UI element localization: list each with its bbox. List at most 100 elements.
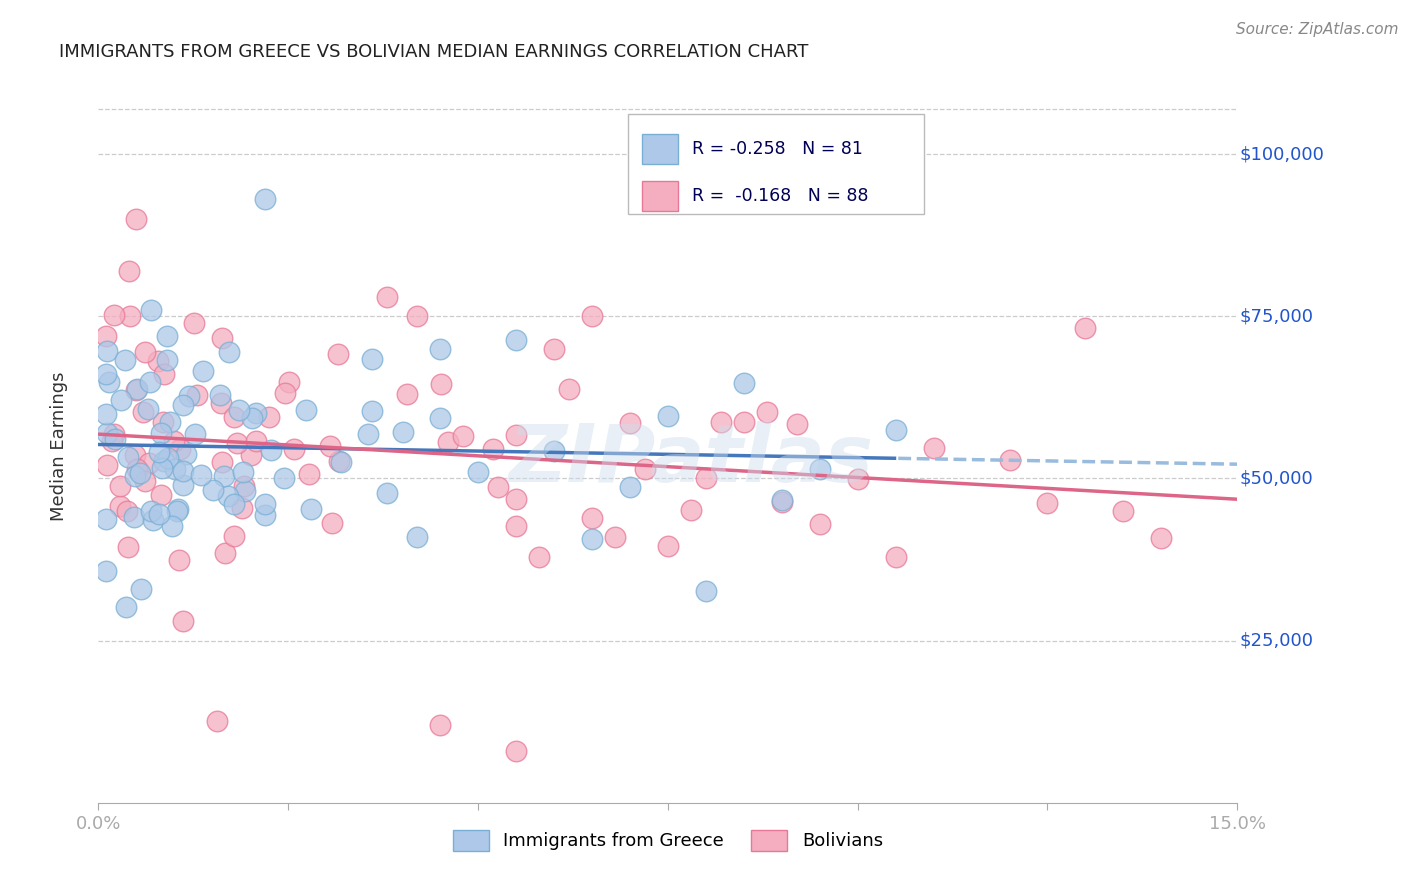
Text: IMMIGRANTS FROM GREECE VS BOLIVIAN MEDIAN EARNINGS CORRELATION CHART: IMMIGRANTS FROM GREECE VS BOLIVIAN MEDIA… <box>59 43 808 61</box>
Point <box>163 434 186 448</box>
Point <box>245 434 267 449</box>
Point <box>153 454 176 468</box>
FancyBboxPatch shape <box>641 134 678 164</box>
Point <box>1074 321 1097 335</box>
Point <box>257 409 280 424</box>
Point <box>486 480 509 494</box>
Point <box>396 387 419 401</box>
Point <box>157 451 180 466</box>
Point <box>166 504 188 518</box>
Point <box>770 493 793 508</box>
Text: $75,000: $75,000 <box>1240 307 1313 326</box>
Point <box>96 564 118 578</box>
Point <box>505 428 527 442</box>
Point <box>543 444 565 458</box>
Point <box>543 342 565 356</box>
Point <box>1150 531 1173 545</box>
Text: Source: ZipAtlas.com: Source: ZipAtlas.com <box>1236 22 1399 37</box>
Point <box>94 512 117 526</box>
Point <box>153 368 176 382</box>
Text: ZIPatlas: ZIPatlas <box>508 421 873 500</box>
Point <box>214 546 236 560</box>
Point <box>922 441 945 455</box>
Point <box>186 388 208 402</box>
Text: $25,000: $25,000 <box>1240 632 1313 649</box>
Text: R =  -0.168   N = 88: R = -0.168 N = 88 <box>692 186 869 204</box>
Point <box>321 516 343 530</box>
Point <box>733 415 755 429</box>
Point <box>94 329 117 343</box>
Point <box>360 351 382 366</box>
Point <box>148 507 170 521</box>
Point <box>172 398 194 412</box>
Point <box>108 499 131 513</box>
Point <box>254 497 277 511</box>
Point <box>429 411 451 425</box>
Point <box>233 484 256 499</box>
Point <box>172 464 194 478</box>
Point <box>603 530 626 544</box>
Point <box>581 532 603 546</box>
Point <box>482 442 505 456</box>
Text: $100,000: $100,000 <box>1240 145 1324 163</box>
Point <box>619 480 641 494</box>
Point <box>231 500 253 515</box>
Point <box>581 511 603 525</box>
Point <box>172 614 194 628</box>
Point <box>505 333 527 347</box>
Point <box>201 483 224 497</box>
Point <box>299 502 322 516</box>
Point <box>96 458 118 473</box>
Point <box>679 503 702 517</box>
Point <box>124 448 146 462</box>
Point <box>159 416 181 430</box>
Point <box>657 539 679 553</box>
Point <box>634 462 657 476</box>
Point <box>131 405 153 419</box>
Point <box>118 264 141 278</box>
Point <box>141 302 163 317</box>
Point <box>239 448 262 462</box>
Point <box>361 404 384 418</box>
Text: R = -0.258   N = 81: R = -0.258 N = 81 <box>692 140 863 158</box>
Point <box>98 375 121 389</box>
Point <box>191 364 214 378</box>
Point <box>150 488 173 502</box>
Point <box>124 469 146 483</box>
Point <box>190 467 212 482</box>
Point <box>148 445 170 459</box>
Point <box>183 316 205 330</box>
Point <box>1112 504 1135 518</box>
Text: Median Earnings: Median Earnings <box>49 371 67 521</box>
Point <box>429 342 451 356</box>
FancyBboxPatch shape <box>628 114 924 214</box>
Point <box>115 504 138 518</box>
Point <box>125 462 148 476</box>
Point <box>294 403 316 417</box>
Text: $50,000: $50,000 <box>1240 469 1313 487</box>
Point <box>222 529 245 543</box>
Point <box>150 461 173 475</box>
Point <box>884 550 907 565</box>
Point <box>260 443 283 458</box>
Point <box>357 426 380 441</box>
Point <box>211 396 233 410</box>
Point <box>152 415 174 429</box>
Point <box>118 310 141 324</box>
Point <box>129 466 152 480</box>
Point <box>217 489 239 503</box>
Point <box>148 354 170 368</box>
Point <box>998 452 1021 467</box>
Point <box>176 446 198 460</box>
Point <box>211 331 233 345</box>
Point <box>184 426 207 441</box>
Point <box>136 402 159 417</box>
Point <box>225 436 247 450</box>
Point <box>451 428 474 442</box>
Point <box>254 508 277 522</box>
Point <box>122 509 145 524</box>
Point <box>209 387 232 401</box>
Point <box>117 540 139 554</box>
Point <box>392 425 415 439</box>
Point <box>786 417 808 431</box>
